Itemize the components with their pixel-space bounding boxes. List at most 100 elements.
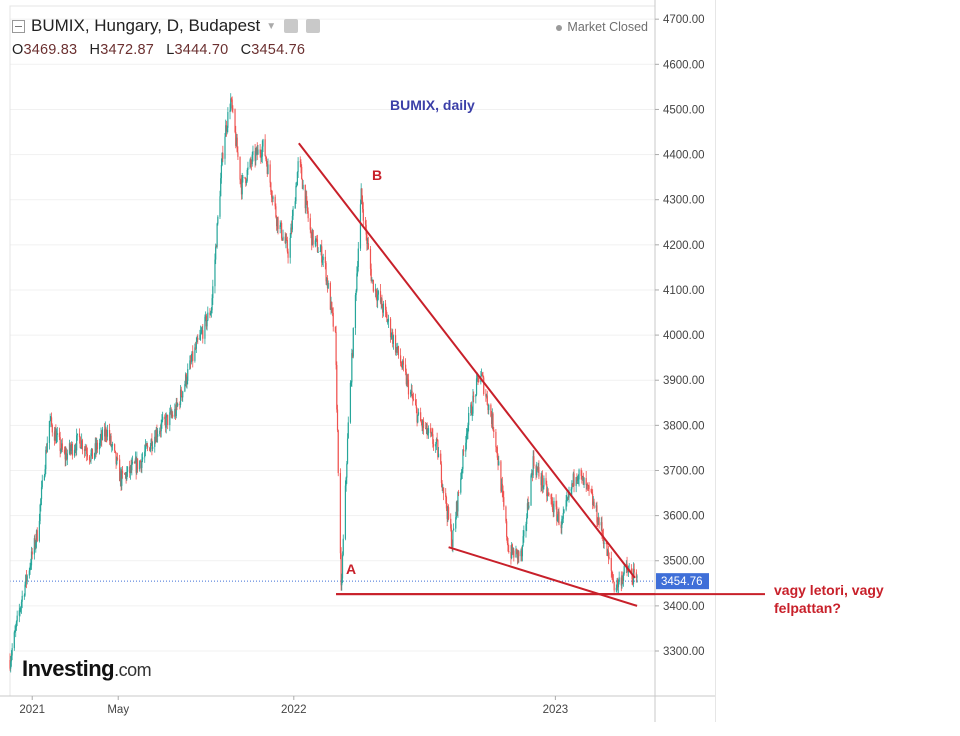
candle-body bbox=[386, 314, 388, 322]
candle-body bbox=[170, 410, 172, 416]
candle-body bbox=[94, 443, 96, 454]
candle-body bbox=[421, 423, 423, 428]
candle-body bbox=[491, 416, 493, 424]
candle-body bbox=[281, 222, 283, 239]
candle-body bbox=[440, 464, 443, 483]
candle-body bbox=[120, 471, 122, 486]
candle-body bbox=[320, 246, 322, 252]
candle-body bbox=[284, 236, 286, 243]
candle-body bbox=[555, 500, 557, 507]
candle-body bbox=[607, 550, 610, 558]
candle-body bbox=[330, 301, 332, 310]
candle-body bbox=[455, 501, 458, 518]
candle-body bbox=[19, 610, 21, 612]
candle-body bbox=[224, 136, 226, 159]
candle-body bbox=[334, 326, 336, 332]
candle-body bbox=[625, 563, 627, 567]
candle-body bbox=[432, 434, 434, 444]
candle-body bbox=[532, 456, 534, 476]
candle-body bbox=[305, 196, 307, 209]
candle-body bbox=[364, 220, 367, 225]
settings-icon[interactable] bbox=[284, 19, 299, 33]
y-tick-label: 3800.00 bbox=[663, 420, 705, 432]
candle-body bbox=[322, 256, 324, 261]
candle-body bbox=[114, 450, 116, 453]
candle-body bbox=[565, 500, 567, 510]
candle-body bbox=[577, 479, 579, 481]
candle-body bbox=[184, 384, 186, 392]
dropdown-arrow-icon[interactable]: ▼ bbox=[266, 20, 277, 32]
candle-body bbox=[627, 569, 629, 573]
candle-body bbox=[560, 524, 562, 529]
candle-body bbox=[185, 374, 187, 385]
candle-body bbox=[326, 278, 329, 289]
collapse-icon[interactable] bbox=[12, 19, 25, 33]
candle-body bbox=[91, 448, 94, 459]
candle-body bbox=[166, 414, 168, 416]
candle-body bbox=[417, 412, 420, 415]
candle-body bbox=[10, 661, 12, 669]
candle-body bbox=[156, 430, 158, 437]
candle-body bbox=[141, 457, 144, 460]
candle-body bbox=[422, 420, 424, 428]
candle-body bbox=[162, 416, 164, 421]
candle-body bbox=[319, 251, 321, 253]
candle-body bbox=[286, 239, 288, 252]
candle-body bbox=[235, 131, 237, 146]
candle-body bbox=[90, 453, 92, 461]
candle-body bbox=[453, 528, 455, 531]
last-price-badge bbox=[656, 573, 709, 590]
candle-body bbox=[351, 353, 353, 383]
last-price-label: 3454.76 bbox=[661, 576, 703, 588]
candle-body bbox=[366, 234, 368, 244]
candle-body bbox=[321, 246, 323, 263]
candle-body bbox=[406, 378, 408, 385]
candle-body bbox=[202, 330, 204, 339]
candle-body bbox=[622, 578, 624, 581]
candle-body bbox=[10, 655, 13, 662]
candle-body bbox=[86, 454, 88, 457]
candle-body bbox=[69, 443, 71, 451]
candle-body bbox=[375, 288, 377, 297]
candle-body bbox=[608, 557, 610, 559]
candle-body bbox=[43, 475, 45, 481]
candle-body bbox=[239, 156, 241, 180]
candle-body bbox=[478, 377, 480, 383]
candle-body bbox=[477, 375, 479, 378]
candle-body bbox=[632, 579, 634, 584]
candle-body bbox=[190, 360, 192, 363]
candle-body bbox=[101, 433, 103, 440]
candle-body bbox=[280, 222, 282, 226]
candle-body bbox=[426, 423, 428, 435]
candle-body bbox=[541, 474, 543, 486]
candle-body bbox=[192, 351, 194, 361]
annotation-note-line1: vagy letori, vagy bbox=[774, 582, 884, 598]
candle-body bbox=[562, 513, 564, 519]
candle-body bbox=[312, 230, 314, 245]
gear-icon[interactable] bbox=[306, 19, 321, 33]
candle-body bbox=[58, 433, 61, 438]
candle-body bbox=[286, 238, 288, 240]
candle-body bbox=[149, 447, 151, 451]
candle-body bbox=[463, 449, 465, 452]
candle-body bbox=[44, 469, 46, 476]
x-tick-label: 2023 bbox=[543, 704, 569, 716]
trendlines bbox=[298, 142, 765, 607]
candle-body bbox=[309, 218, 311, 230]
candle-body bbox=[276, 217, 278, 227]
candle-body bbox=[436, 438, 438, 441]
candle-body bbox=[264, 139, 266, 156]
candle-body bbox=[315, 238, 317, 241]
candle-body bbox=[346, 438, 349, 464]
candle-body bbox=[15, 621, 18, 628]
candle-body bbox=[339, 473, 341, 554]
y-tick-label: 4200.00 bbox=[663, 240, 705, 252]
candle-body bbox=[405, 364, 407, 373]
candle-body bbox=[495, 431, 497, 448]
candle-body bbox=[506, 536, 508, 544]
candle-body bbox=[523, 530, 525, 537]
candle-body bbox=[341, 578, 343, 586]
candle-body bbox=[220, 164, 223, 179]
y-tick-label: 3900.00 bbox=[663, 375, 705, 387]
